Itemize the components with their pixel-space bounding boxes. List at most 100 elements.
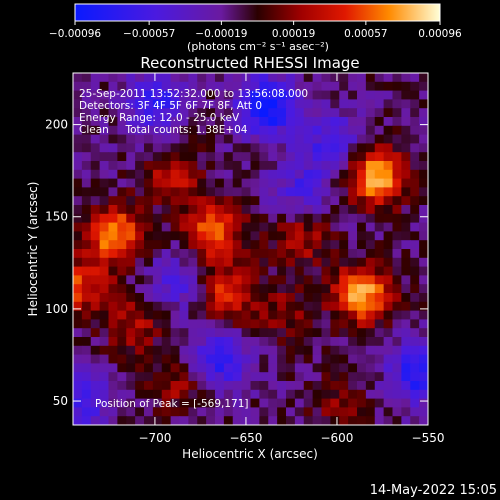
heatmap-cell [286,240,296,250]
heatmap-cell [250,125,260,136]
heatmap-cell [374,319,385,329]
heatmap-cell [179,284,189,294]
heatmap-cell [135,81,145,92]
heatmap-cell [152,81,163,92]
heatmap-image [73,73,428,425]
heatmap-cell [206,293,216,303]
heatmap-cell [81,99,92,109]
heatmap-cell [268,389,278,400]
heatmap-cell [339,249,349,259]
heatmap-cell [419,407,428,417]
heatmap-cell [81,310,92,320]
heatmap-cell [268,125,278,136]
heatmap-cell [392,117,402,127]
heatmap-cell [223,134,234,144]
heatmap-cell [144,284,154,294]
heatmap-cell [197,231,207,241]
heatmap-cell [170,117,181,127]
heatmap-cell [108,231,118,241]
heatmap-cell [161,381,172,391]
heatmap-cell [277,178,287,188]
heatmap-cell [135,205,145,215]
heatmap-cell [232,161,243,171]
heatmap-cell [215,90,225,100]
heatmap-cell [401,345,411,356]
heatmap-cell [108,161,118,171]
heatmap-cell [374,240,385,250]
heatmap-cell [215,407,225,417]
heatmap-cell [144,363,154,373]
heatmap-cell [170,398,181,408]
heatmap-cell [374,196,385,206]
heatmap-cell [241,266,252,276]
heatmap-cell [365,266,376,276]
heatmap-cell [321,266,331,276]
heatmap-cell [188,161,198,171]
heatmap-cell [197,284,207,294]
heatmap-cell [179,178,189,188]
heatmap-cell [392,99,402,109]
heatmap-cell [321,257,331,268]
heatmap-cell [383,266,394,276]
heatmap-cell [383,293,394,303]
heatmap-cell [206,169,216,180]
heatmap-cell [197,169,207,180]
heatmap-cell [135,363,145,373]
heatmap-cell [401,213,411,224]
heatmap-cell [241,328,252,338]
heatmap-cell [197,381,207,391]
heatmap-cell [383,143,394,153]
heatmap-cell [126,108,136,118]
heatmap-cell [383,354,394,364]
heatmap-cell [339,205,349,215]
heatmap-cell [277,416,287,425]
heatmap-cell [410,187,420,197]
heatmap-cell [161,213,172,224]
x-tick-label: −550 [412,431,445,445]
heatmap-cell [232,416,243,425]
heatmap-cell [286,125,296,136]
heatmap-cell [73,125,83,136]
heatmap-cell [215,125,225,136]
heatmap-cell [81,363,92,373]
heatmap-cell [99,249,110,259]
heatmap-cell [108,205,118,215]
heatmap-cell [73,152,83,162]
colorbar-tick-label: −0.00057 [123,28,175,40]
heatmap-cell [223,125,234,136]
heatmap-cell [357,249,367,259]
heatmap-cell [374,125,385,136]
heatmap-cell [152,178,163,188]
heatmap-cell [241,389,252,400]
heatmap-cell [419,240,428,250]
heatmap-cell [99,266,110,276]
heatmap-cell [152,161,163,171]
heatmap-cell [135,178,145,188]
heatmap-cell [294,249,305,259]
heatmap-cell [232,73,243,83]
heatmap-cell [312,372,323,382]
heatmap-cell [277,117,287,127]
heatmap-cell [365,301,376,312]
heatmap-cell [152,213,163,224]
heatmap-cell [188,363,198,373]
heatmap-cell [303,266,314,276]
heatmap-cell [73,407,83,417]
heatmap-cell [144,345,154,356]
heatmap-cell [90,407,101,417]
heatmap-cell [277,319,287,329]
heatmap-cell [144,134,154,144]
heatmap-cell [99,99,110,109]
heatmap-cell [232,345,243,356]
heatmap-cell [117,328,127,338]
heatmap-cell [135,117,145,127]
heatmap-cell [286,90,296,100]
heatmap-cell [294,407,305,417]
heatmap-cell [401,187,411,197]
heatmap-cell [392,213,402,224]
heatmap-cell [250,187,260,197]
heatmap-cell [410,161,420,171]
heatmap-cell [135,284,145,294]
heatmap-cell [294,328,305,338]
heatmap-cell [277,345,287,356]
